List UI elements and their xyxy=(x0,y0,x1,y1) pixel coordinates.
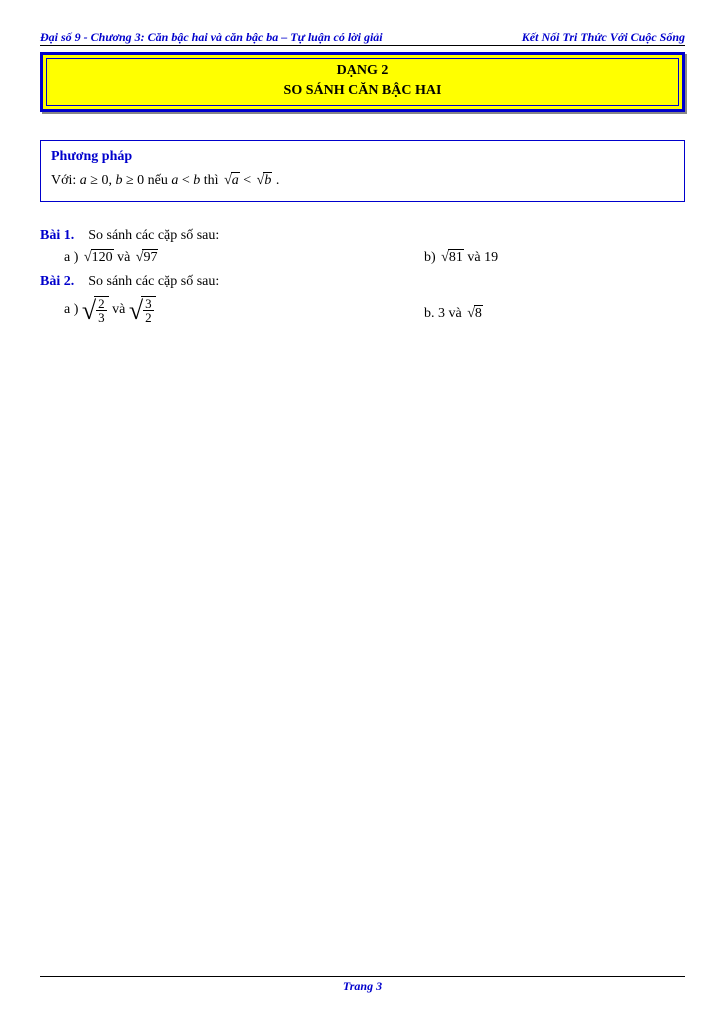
ex1-a-sqrt2: 97 xyxy=(134,250,159,266)
op1: ≥ 0, xyxy=(87,173,116,188)
method-box: Phương pháp Với: a ≥ 0, b ≥ 0 nếu a < b … xyxy=(40,140,685,202)
ex2-b-sqrt-rad: 8 xyxy=(474,305,483,321)
frac1: 23 xyxy=(96,297,107,324)
header-right: Kết Nối Tri Thức Với Cuộc Sống xyxy=(522,30,685,45)
sqrt-b-rad: b xyxy=(263,172,272,188)
exercise-2-a: a ) √23 và √32 xyxy=(40,296,424,324)
exercise-2-label: Bài 2. xyxy=(40,274,74,289)
exercise-1-row: a ) 120 và 97 b) 81 và 19 xyxy=(40,250,685,266)
op2: ≥ 0 xyxy=(122,173,144,188)
frac2: 32 xyxy=(143,297,154,324)
neu: nếu xyxy=(144,173,171,188)
exercise-2-row: a ) √23 và √32 b. 3 và 8 xyxy=(40,296,685,324)
ex2-b-val: 3 xyxy=(438,306,445,321)
header-left: Đại số 9 - Chương 3: Căn bậc hai và căn … xyxy=(40,30,383,45)
ex2-a-frac2: 32 xyxy=(141,296,156,324)
frac2-den: 2 xyxy=(143,310,154,324)
exercise-1-prompt-text: So sánh các cặp số sau: xyxy=(88,228,219,243)
radical-icon: √ xyxy=(82,298,96,326)
sqrt-a-rad: a xyxy=(231,172,240,188)
frac2-num: 3 xyxy=(143,297,154,310)
period: . xyxy=(272,173,279,188)
title-box-inner: DẠNG 2 SO SÁNH CĂN BẬC HAI xyxy=(46,58,679,106)
ex1-b-sqrt1-rad: 81 xyxy=(448,249,464,265)
ex2-b-mid: và xyxy=(445,306,465,321)
sqrt-b: b xyxy=(255,173,273,189)
sqrt-a: a xyxy=(222,173,240,189)
radical-icon: √ xyxy=(129,298,143,326)
ex2-b-prefix: b. xyxy=(424,306,438,321)
ex1-b-sqrt1: 81 xyxy=(439,250,464,266)
ex1-b-mid: và xyxy=(464,250,484,265)
ex1-b-prefix: b) xyxy=(424,250,439,265)
ex2-a-sqrt2: √32 xyxy=(129,296,156,324)
exercise-1: Bài 1. So sánh các cặp số sau: xyxy=(40,228,685,244)
exercise-1-b: b) 81 và 19 xyxy=(424,250,685,266)
lt-op: < xyxy=(178,173,193,188)
ex2-a-frac1: 23 xyxy=(94,296,109,324)
var-a: a xyxy=(80,173,87,188)
page-header: Đại số 9 - Chương 3: Căn bậc hai và căn … xyxy=(40,30,685,46)
frac1-num: 2 xyxy=(96,297,107,310)
ex2-b-sqrt: 8 xyxy=(465,306,483,322)
ex1-a-prefix: a ) xyxy=(64,250,82,265)
page-footer: Trang 3 xyxy=(40,976,685,994)
thi: thì xyxy=(200,173,222,188)
ex1-a-sqrt1: 120 xyxy=(82,250,114,266)
frac1-den: 3 xyxy=(96,310,107,324)
exercise-2-prompt-text: So sánh các cặp số sau: xyxy=(88,274,219,289)
exercise-1-a: a ) 120 và 97 xyxy=(40,250,424,266)
cmp: < xyxy=(240,173,255,188)
ex2-a-sqrt1: √23 xyxy=(82,296,109,324)
exercise-2-b: b. 3 và 8 xyxy=(424,296,685,324)
exercise-2: Bài 2. So sánh các cặp số sau: xyxy=(40,274,685,290)
exercise-2-prompt xyxy=(78,274,89,289)
title-box: DẠNG 2 SO SÁNH CĂN BẬC HAI xyxy=(40,52,685,112)
title-line1: DẠNG 2 xyxy=(47,63,678,79)
method-title: Phương pháp xyxy=(51,149,674,165)
exercise-1-label: Bài 1. xyxy=(40,228,74,243)
title-line2: SO SÁNH CĂN BẬC HAI xyxy=(47,83,678,99)
ex2-a-prefix: a ) xyxy=(64,302,82,317)
method-body: Với: a ≥ 0, b ≥ 0 nếu a < b thì a < b . xyxy=(51,173,674,189)
ex1-a-sqrt1-rad: 120 xyxy=(91,249,114,265)
method-prefix: Với: xyxy=(51,173,80,188)
exercise-1-prompt xyxy=(78,228,89,243)
ex2-a-mid: và xyxy=(109,302,129,317)
ex1-a-sqrt2-rad: 97 xyxy=(142,249,158,265)
ex1-a-mid: và xyxy=(114,250,134,265)
page: Đại số 9 - Chương 3: Căn bậc hai và căn … xyxy=(0,0,725,1024)
ex1-b-val: 19 xyxy=(484,250,498,265)
